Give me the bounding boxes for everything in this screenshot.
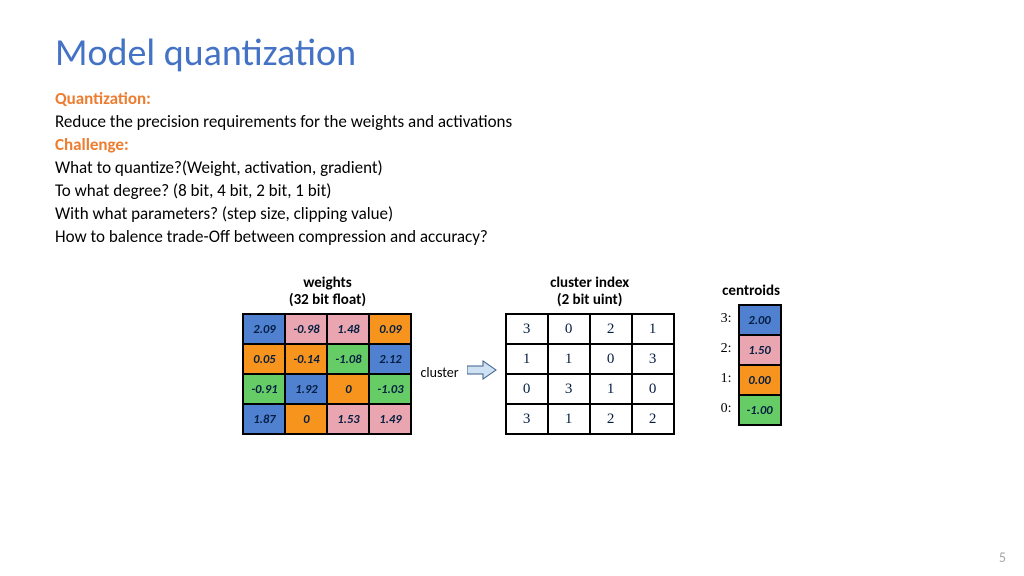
body-text: Quantization: Reduce the precision requi…	[55, 88, 969, 249]
centroids-grid: 2.001.500.00-1.00	[738, 304, 782, 426]
centroid-index-label: 1:	[721, 364, 734, 394]
cluster-index-cell: 1	[548, 404, 590, 434]
weights-cell: 1.48	[327, 314, 369, 344]
centroid-cell: -1.00	[739, 395, 781, 425]
centroid-index-label: 0:	[721, 394, 734, 424]
centroids-column: centroids 3:2:1:0: 2.001.500.00-1.00	[721, 283, 782, 426]
cluster-index-cell: 3	[506, 314, 548, 344]
weights-cell: 1.53	[327, 404, 369, 434]
weights-cell: 0.09	[369, 314, 411, 344]
weights-cell: -1.08	[327, 344, 369, 374]
cluster-index-cell: 1	[632, 314, 674, 344]
quantization-diagram: weights(32 bit float) 2.09-0.981.480.090…	[55, 275, 969, 436]
cluster-index-cell: 0	[548, 314, 590, 344]
centroid-cell: 0.00	[739, 365, 781, 395]
slide-title: Model quantization	[55, 30, 969, 76]
weights-header: weights(32 bit float)	[289, 275, 366, 310]
centroids-header: centroids	[722, 283, 780, 300]
cluster-index-cell: 0	[590, 344, 632, 374]
cluster-index-column: cluster index(2 bit uint) 30211103031031…	[505, 275, 675, 436]
centroid-index-label: 3:	[721, 304, 734, 334]
weights-cell: -0.98	[285, 314, 327, 344]
centroid-cell: 1.50	[739, 335, 781, 365]
cluster-word: cluster	[420, 364, 458, 381]
centroid-cell: 2.00	[739, 305, 781, 335]
line-5: How to balence trade-Off between compres…	[55, 226, 969, 249]
cluster-index-cell: 1	[506, 344, 548, 374]
cluster-index-cell: 0	[632, 374, 674, 404]
page-number: 5	[999, 549, 1006, 566]
line-4: With what parameters? (step size, clippi…	[55, 203, 969, 226]
cluster-index-cell: 1	[548, 344, 590, 374]
weights-cell: -0.14	[285, 344, 327, 374]
centroids-index-labels: 3:2:1:0:	[721, 304, 734, 424]
weights-cell: 0	[327, 374, 369, 404]
cluster-index-cell: 2	[590, 404, 632, 434]
weights-cell: 2.09	[243, 314, 285, 344]
cluster-index-cell: 0	[506, 374, 548, 404]
centroid-index-label: 2:	[721, 334, 734, 364]
weights-cell: 1.49	[369, 404, 411, 434]
weights-grid: 2.09-0.981.480.09 0.05-0.14-1.082.12 -0.91…	[242, 313, 412, 435]
cluster-index-cell: 3	[506, 404, 548, 434]
cluster-index-cell: 3	[548, 374, 590, 404]
weights-cell: -1.03	[369, 374, 411, 404]
line-3: To what degree? (8 bit, 4 bit, 2 bit, 1 …	[55, 180, 969, 203]
weights-cell: 2.12	[369, 344, 411, 374]
cluster-index-cell: 2	[632, 404, 674, 434]
cluster-index-grid: 3021110303103122	[505, 313, 675, 435]
cluster-index-cell: 1	[590, 374, 632, 404]
line-1: Reduce the precision requirements for th…	[55, 111, 969, 134]
weights-cell: 0	[285, 404, 327, 434]
weights-cell: 1.87	[243, 404, 285, 434]
weights-cell: 1.92	[285, 374, 327, 404]
line-2: What to quantize?(Weight, activation, gr…	[55, 157, 969, 180]
weights-cell: 0.05	[243, 344, 285, 374]
weights-column: weights(32 bit float) 2.09-0.981.480.090…	[242, 275, 412, 436]
cluster-index-cell: 2	[590, 314, 632, 344]
label-challenge: Challenge:	[55, 134, 129, 155]
cluster-index-cell: 3	[632, 344, 674, 374]
weights-cell: -0.91	[243, 374, 285, 404]
cluster-index-header: cluster index(2 bit uint)	[550, 275, 629, 310]
label-quantization: Quantization:	[55, 88, 151, 109]
arrow-icon	[467, 359, 497, 386]
